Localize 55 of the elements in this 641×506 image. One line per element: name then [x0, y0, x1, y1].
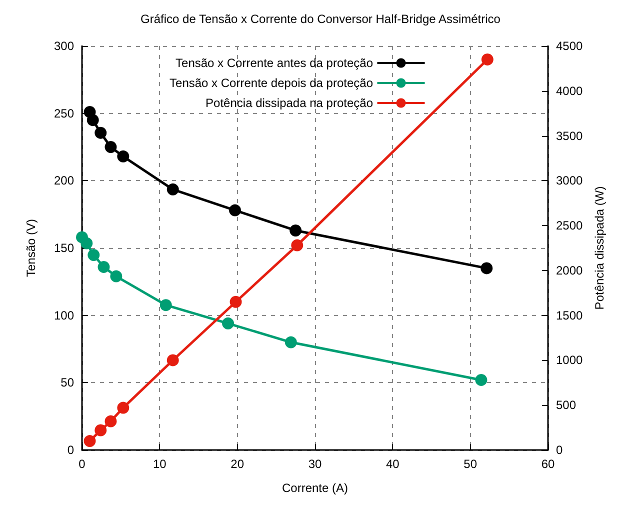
point [291, 239, 304, 252]
y2-axis-title: Potência dissipada (W) [592, 186, 607, 310]
point [222, 317, 234, 330]
point [230, 296, 242, 308]
point [104, 141, 117, 153]
point [94, 126, 107, 139]
point [110, 270, 122, 282]
y-axis-title: Tensão (V) [24, 218, 38, 278]
point [481, 53, 494, 66]
point [88, 249, 100, 261]
x-tick-label: 30 [308, 457, 322, 471]
point [290, 224, 302, 236]
point [86, 114, 99, 126]
chart-title: Gráfico de Tensão x Corrente do Conversor Half-Bridge Assimétrico [140, 12, 501, 26]
y2-tick-label: 500 [556, 398, 576, 412]
y2-tick-label: 2500 [556, 218, 584, 233]
x-tick-label: 10 [152, 457, 167, 471]
point [104, 415, 117, 428]
y2-tick-label: 1000 [556, 353, 584, 368]
y2-tick-label: 1500 [556, 308, 584, 322]
y2-tick-label: 3500 [556, 128, 584, 143]
x-tick-label: 40 [386, 457, 400, 471]
y-tick-label: 250 [54, 106, 74, 120]
point [80, 237, 93, 250]
point [480, 262, 493, 274]
y2-tick-label: 4500 [556, 39, 584, 53]
x-tick-label: 50 [464, 457, 478, 471]
y2-tick-label: 4000 [556, 84, 584, 98]
y-tick-label: 0 [67, 443, 74, 457]
x-tick-label: 20 [230, 457, 244, 471]
x-tick-label: 0 [78, 457, 86, 471]
point [160, 299, 172, 312]
legend-label: Potência dissipada na proteção [206, 96, 374, 110]
y-tick-label: 200 [54, 174, 74, 188]
y-tick-label: 100 [54, 308, 74, 322]
point [284, 336, 297, 348]
point [84, 435, 96, 448]
y2-tick-label: 3000 [556, 174, 584, 188]
y2-tick-label: 0 [556, 443, 563, 457]
point [98, 260, 110, 273]
y-tick-label: 50 [60, 376, 74, 390]
point [117, 150, 130, 162]
y-tick-label: 300 [54, 39, 74, 53]
point [94, 424, 107, 436]
point [166, 183, 179, 196]
legend-label: Tensão x Corrente antes da proteção [176, 56, 374, 70]
point [117, 402, 130, 414]
y2-tick-label: 2000 [556, 263, 584, 278]
x-tick-label: 60 [541, 457, 555, 471]
legend-label: Tensão x Corrente depois da proteção [170, 76, 374, 90]
y-tick-label: 150 [54, 241, 74, 255]
x-axis-title: Corrente (A) [282, 481, 348, 495]
point [475, 374, 488, 386]
point [229, 204, 242, 216]
point [166, 354, 179, 366]
